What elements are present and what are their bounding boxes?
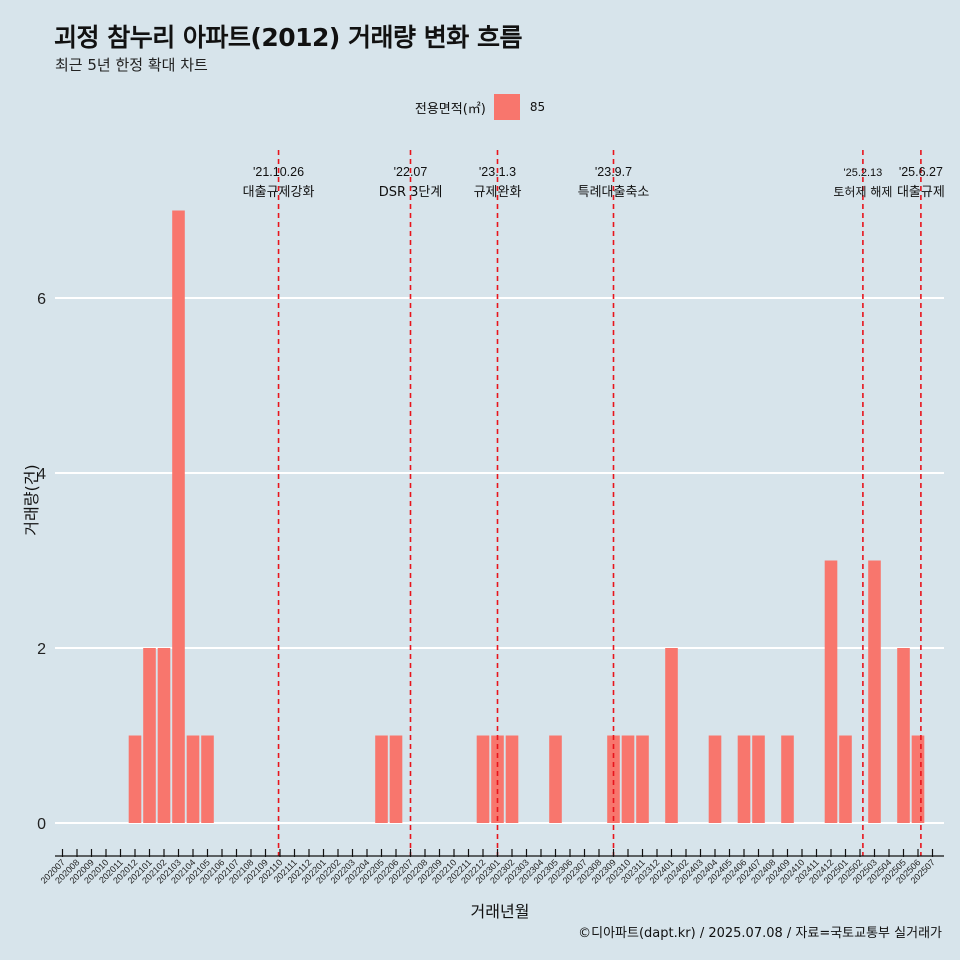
bar (375, 735, 388, 823)
bar (824, 560, 838, 823)
bar (737, 735, 751, 823)
bar (911, 735, 925, 823)
bar (868, 560, 881, 823)
bar (781, 735, 794, 823)
x-axis-label: 거래년월 (470, 902, 530, 921)
legend-value: 85 (529, 100, 546, 114)
source-caption: ©디아파트(dapt.kr) / 2025.07.08 / 자료=국토교통부 실… (578, 926, 942, 941)
event-name-label: 대출규제강화 (243, 185, 315, 200)
bar (665, 648, 678, 823)
chart-subtitle: 최근 5년 한정 확대 차트 (55, 56, 208, 74)
event-name-label: DSR 3단계 (379, 185, 443, 200)
event-date-label: '21.10.26 (253, 165, 304, 179)
event-name-label: 규제완화 (474, 185, 522, 200)
bar (636, 735, 649, 823)
event-date-label: '22.07 (394, 165, 428, 179)
y-tick-label: 2 (37, 641, 46, 658)
bar (752, 735, 765, 823)
event-date-label: '25.6.27 (899, 165, 943, 179)
event-name-label: 대출규제 (897, 185, 945, 200)
y-axis-label: 거래량(건) (22, 464, 41, 536)
bar (186, 735, 200, 823)
bar (491, 735, 504, 823)
bar (897, 648, 910, 823)
bar (549, 735, 562, 823)
bar (157, 648, 171, 823)
bar (201, 735, 214, 823)
bar (476, 735, 490, 823)
event-date-label: '23.9.7 (595, 165, 632, 179)
y-tick-label: 0 (37, 816, 46, 833)
legend-key-swatch (493, 94, 520, 120)
event-name-label: 특례대출축소 (578, 185, 650, 200)
event-name-label: 토허제 해제 (833, 185, 892, 199)
bar (389, 735, 403, 823)
bar (143, 648, 156, 823)
legend-title: 전용면적(㎡) (414, 101, 486, 117)
legend: 전용면적(㎡) 85 (0, 94, 960, 120)
event-date-label: '23.1.3 (479, 165, 516, 179)
bar (505, 735, 519, 823)
event-date-label: '25.2.13 (843, 167, 882, 179)
bar (172, 210, 185, 823)
bar (128, 735, 142, 823)
bar (839, 735, 852, 823)
y-tick-label: 6 (37, 291, 46, 308)
bar (607, 735, 620, 823)
bar (708, 735, 722, 823)
y-tick-label: 4 (37, 466, 46, 483)
bar (621, 735, 635, 823)
chart-title: 괴정 참누리 아파트(2012) 거래량 변화 흐름 (54, 23, 522, 52)
